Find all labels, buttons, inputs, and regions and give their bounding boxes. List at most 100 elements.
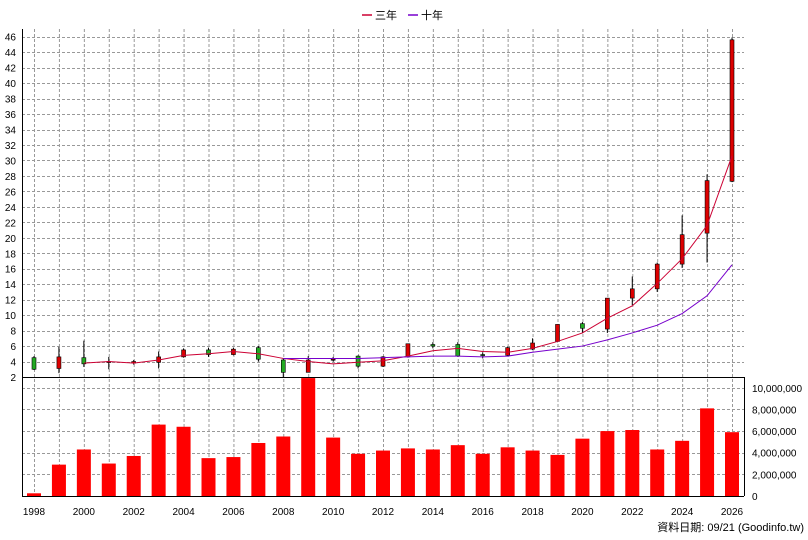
axes — [22, 29, 745, 497]
volume-bar — [525, 450, 540, 496]
candle-body — [480, 354, 486, 356]
volume-bar — [251, 442, 266, 496]
volume-tick-label: 10,000,000 — [752, 384, 802, 395]
price-tick-label: 6 — [10, 342, 16, 353]
year-tick-label: 2022 — [621, 507, 644, 518]
volume-bar — [700, 408, 715, 496]
volume-tick-label: 2,000,000 — [752, 470, 797, 481]
candle-body — [555, 324, 560, 342]
candle-body — [181, 349, 186, 358]
volume-bar — [176, 426, 191, 496]
candle-body — [430, 344, 436, 347]
price-tick-label: 34 — [5, 126, 17, 137]
candle-body — [405, 343, 411, 358]
price-tick-label: 22 — [5, 218, 17, 229]
candle-body — [31, 357, 37, 370]
line-3yr — [83, 155, 733, 365]
volume-bar — [151, 424, 166, 496]
price-tick-label: 30 — [5, 156, 17, 167]
legend: 三年 十年 — [362, 8, 443, 22]
volume-bar — [425, 449, 440, 496]
volume-bars — [27, 378, 739, 496]
volume-bar — [226, 457, 241, 496]
price-tick-label: 28 — [5, 172, 17, 183]
volume-bar — [351, 453, 366, 496]
volume-bar — [101, 463, 116, 496]
price-tick-label: 26 — [5, 187, 17, 198]
moving-average-lines — [83, 155, 733, 365]
candle-body — [530, 342, 535, 350]
volume-bar — [625, 430, 640, 496]
price-tick-label: 40 — [5, 79, 17, 90]
volume-bar — [675, 440, 690, 496]
volume-bar — [301, 378, 316, 496]
candle-body — [355, 355, 361, 367]
volume-tick-label: 4,000,000 — [752, 449, 797, 460]
volume-bar — [450, 445, 465, 496]
price-tick-label: 10 — [5, 311, 17, 322]
candle-body — [704, 180, 710, 234]
volume-bar — [500, 447, 515, 496]
candle-body — [206, 349, 211, 355]
volume-bar — [400, 448, 415, 496]
year-tick-label: 2000 — [73, 507, 96, 518]
volume-bar — [326, 437, 341, 496]
candle-body — [305, 359, 311, 373]
year-tick-label: 2010 — [322, 507, 345, 518]
candle-body — [380, 356, 386, 367]
candle-body — [455, 344, 461, 357]
price-tick-label: 24 — [5, 203, 17, 214]
candle-body — [330, 358, 336, 361]
volume-bar — [575, 438, 590, 496]
year-tick-label: 2018 — [521, 507, 544, 518]
price-tick-label: 16 — [5, 265, 17, 276]
price-tick-label: 18 — [5, 249, 17, 260]
volume-bar — [27, 493, 41, 496]
year-tick-label: 2026 — [721, 507, 744, 518]
year-tick-label: 2004 — [172, 507, 195, 518]
year-tick-label: 2006 — [222, 507, 245, 518]
line-10yr — [283, 264, 733, 359]
year-tick-label: 2002 — [123, 507, 146, 518]
price-tick-label: 8 — [10, 327, 16, 338]
candle-body — [679, 234, 685, 265]
candle-body — [81, 357, 87, 365]
volume-tick-label: 8,000,000 — [752, 405, 797, 416]
candle-body — [280, 359, 286, 373]
volume-bar — [475, 453, 490, 496]
candle-body — [56, 356, 62, 369]
price-tick-label: 44 — [5, 48, 17, 59]
volume-bar — [600, 431, 615, 496]
source-footer: 資料日期: 09/21 (Goodinfo.tw) — [657, 520, 804, 534]
candle-body — [605, 297, 610, 330]
year-tick-label: 2020 — [571, 507, 594, 518]
candle-body — [505, 347, 510, 356]
candle-body — [654, 263, 660, 290]
volume-tick-label: 0 — [752, 492, 758, 503]
price-tick-label: 14 — [5, 280, 17, 291]
year-tick-label: 1998 — [23, 507, 46, 518]
price-tick-label: 46 — [5, 33, 17, 44]
volume-bar — [201, 458, 216, 496]
volume-bar — [650, 449, 665, 496]
year-tick-label: 2012 — [372, 507, 395, 518]
price-tick-label: 2 — [10, 373, 16, 384]
price-tick-label: 38 — [5, 95, 17, 106]
year-tick-label: 2008 — [272, 507, 295, 518]
candle-body — [729, 39, 735, 182]
volume-bar — [725, 432, 739, 496]
price-tick-label: 32 — [5, 141, 17, 152]
price-tick-label: 42 — [5, 64, 17, 75]
legend-label-10yr: 十年 — [421, 8, 443, 22]
year-tick-label: 2014 — [422, 507, 445, 518]
volume-tick-label: 6,000,000 — [752, 427, 797, 438]
candle-body — [580, 323, 585, 329]
volume-bar — [550, 454, 565, 496]
volume-bar — [51, 464, 66, 496]
price-tick-label: 12 — [5, 296, 17, 307]
price-tick-label: 36 — [5, 110, 17, 121]
year-tick-label: 2024 — [671, 507, 694, 518]
volume-bar — [376, 450, 390, 496]
